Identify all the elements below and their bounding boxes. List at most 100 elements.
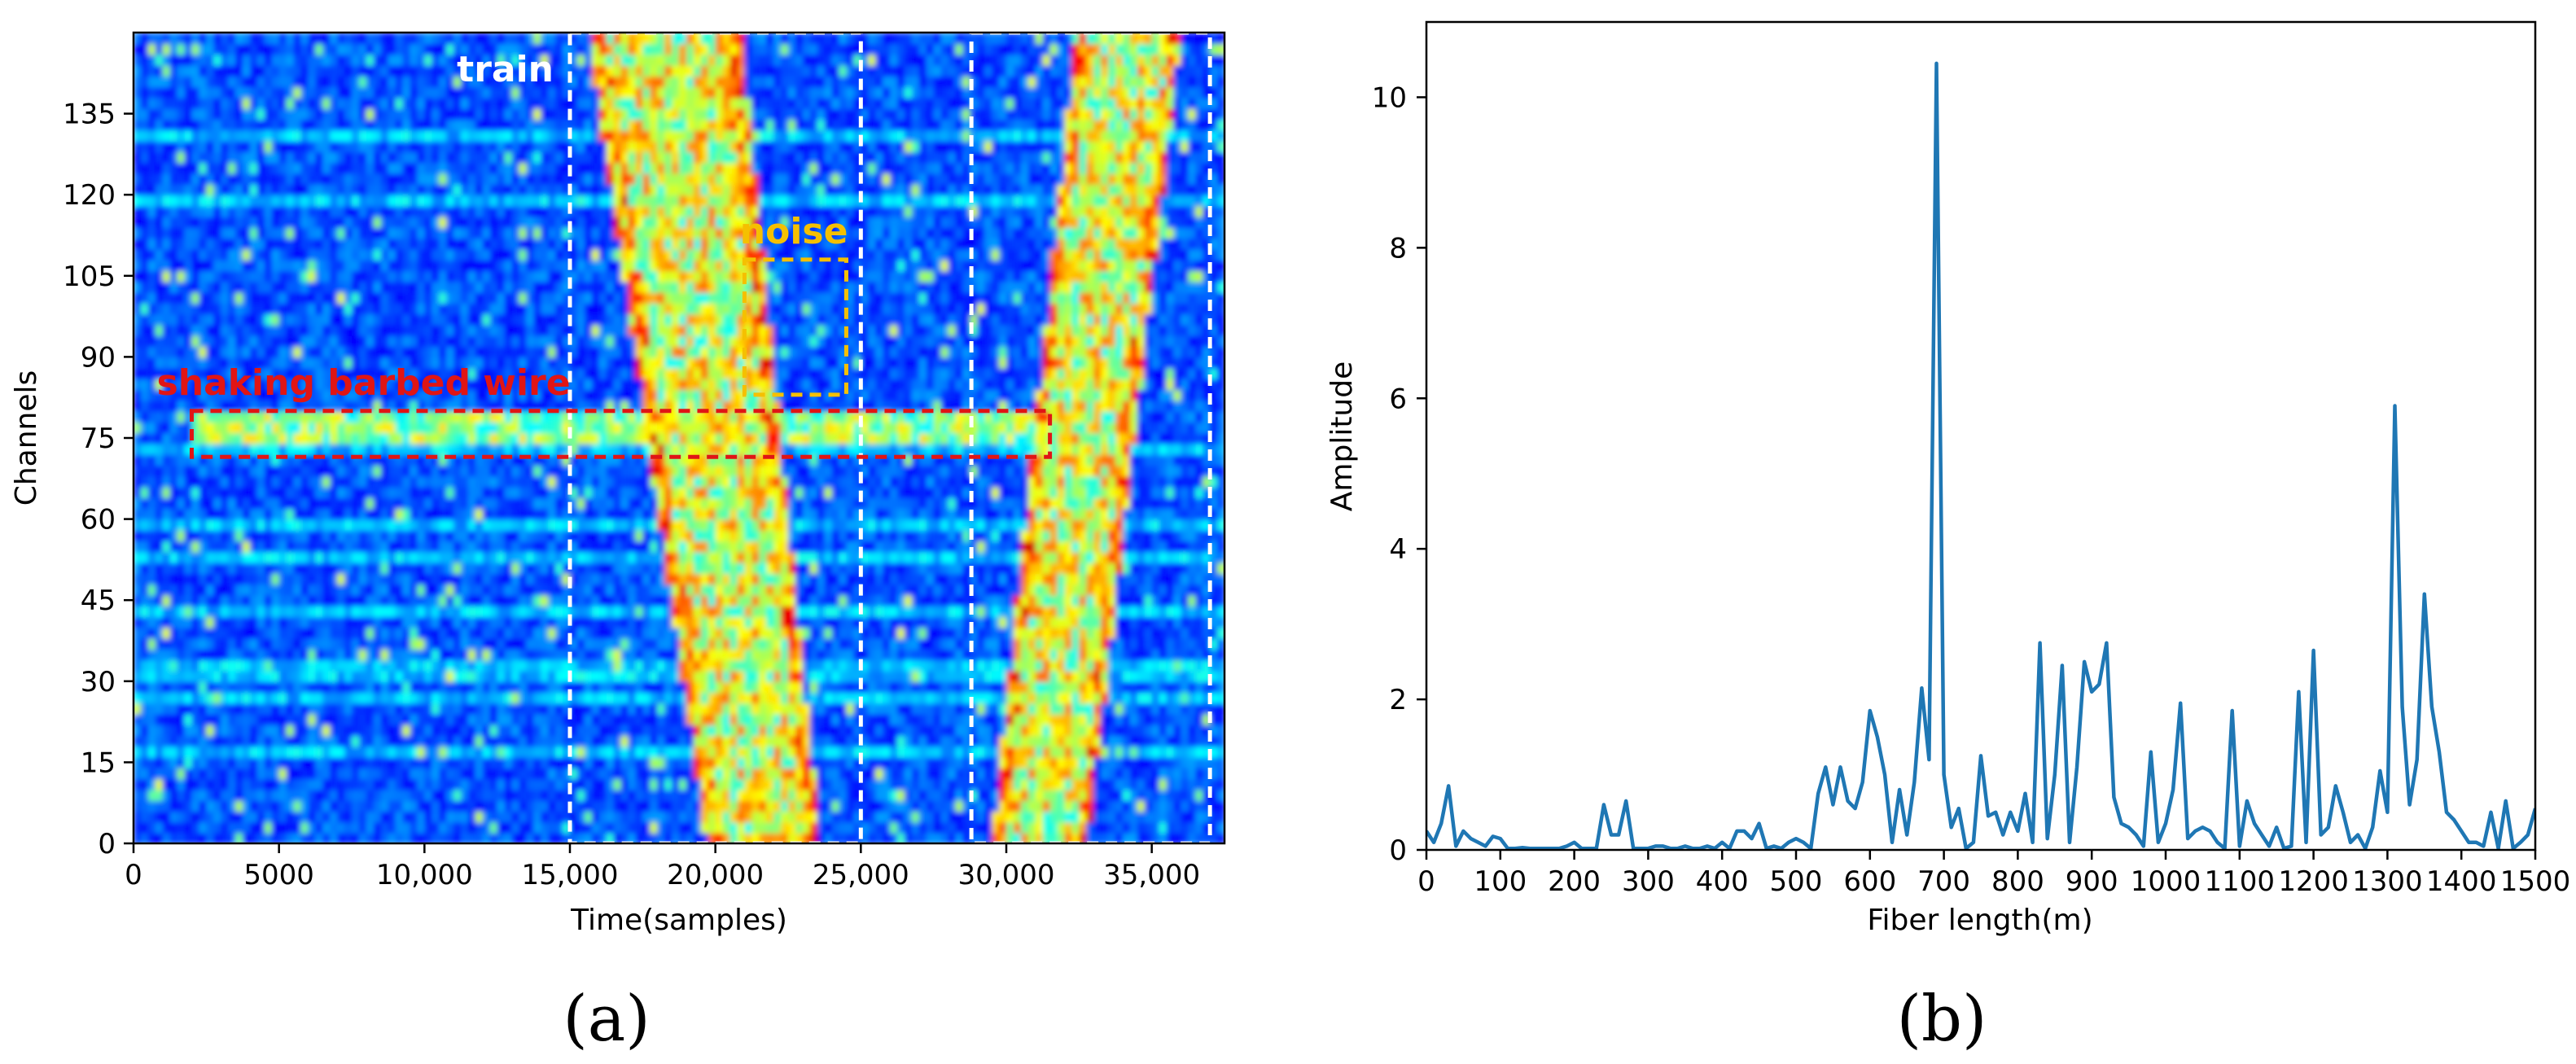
heatmap-cell	[664, 627, 673, 639]
heatmap-cell	[249, 659, 258, 672]
heatmap-cell	[249, 475, 258, 488]
heatmap-cell	[344, 529, 353, 542]
heatmap-cell	[526, 627, 535, 639]
heatmap-cell	[904, 703, 913, 715]
heatmap-cell	[147, 746, 156, 758]
heatmap-cell	[890, 637, 898, 650]
heatmap-cell	[620, 648, 629, 661]
heatmap-cell	[737, 497, 746, 510]
heatmap-cell	[177, 551, 186, 563]
heatmap-cell	[439, 594, 448, 606]
heatmap-cell	[191, 746, 200, 758]
heatmap-cell	[657, 519, 666, 531]
heatmap-cell	[1122, 497, 1131, 510]
heatmap-cell	[337, 497, 346, 510]
heatmap-cell	[686, 508, 694, 520]
heatmap-cell	[744, 627, 753, 639]
heatmap-cell	[213, 811, 222, 823]
heatmap-cell	[1057, 811, 1066, 823]
heatmap-cell	[1151, 659, 1160, 672]
heatmap-cell	[330, 799, 339, 812]
heatmap-cell	[243, 713, 251, 725]
heatmap-cell	[358, 703, 367, 715]
heatmap-cell	[620, 713, 629, 725]
heatmap-cell	[271, 692, 280, 704]
heatmap-cell	[221, 573, 230, 585]
heatmap-cell	[206, 551, 215, 563]
heatmap-cell	[424, 648, 433, 661]
heatmap-cell	[897, 832, 905, 843]
heatmap-cell	[256, 648, 265, 661]
heatmap-cell	[737, 594, 746, 606]
heatmap-cell	[352, 789, 360, 801]
heatmap-cell	[366, 573, 375, 585]
heatmap-cell	[911, 605, 920, 618]
heatmap-cell	[489, 627, 498, 639]
heatmap-cell	[315, 703, 324, 715]
heatmap-cell	[388, 616, 396, 628]
heatmap-cell	[788, 594, 796, 606]
heatmap-cell	[417, 475, 426, 488]
heatmap-cell	[446, 519, 455, 531]
heatmap-cell	[853, 821, 862, 834]
heatmap-cell	[533, 724, 542, 737]
heatmap-cell	[759, 605, 768, 618]
heatmap-cell	[570, 616, 578, 628]
heatmap-cell	[926, 670, 935, 682]
heatmap-cell	[228, 768, 237, 780]
heatmap-cell	[766, 486, 775, 499]
heatmap-cell	[591, 529, 600, 542]
heatmap-cell	[999, 486, 1007, 499]
heatmap-cell	[861, 768, 870, 780]
heatmap-cell	[613, 648, 622, 661]
heatmap-cell	[977, 735, 986, 747]
heatmap-cell	[911, 594, 920, 606]
heatmap-cell	[809, 497, 818, 510]
heatmap-cell	[672, 648, 680, 661]
heatmap-cell	[134, 746, 142, 758]
heatmap-cell	[519, 692, 528, 704]
heatmap-cell	[563, 799, 571, 812]
heatmap-cell	[999, 584, 1007, 596]
heatmap-cell	[984, 648, 993, 661]
heatmap-cell	[548, 811, 557, 823]
heatmap-cell	[598, 713, 607, 725]
heatmap-cell	[861, 541, 870, 553]
heatmap-cell	[358, 659, 367, 672]
heatmap-cell	[715, 529, 724, 542]
heatmap-cell	[249, 573, 258, 585]
heatmap-cell	[970, 486, 979, 499]
heatmap-cell	[191, 832, 200, 843]
heatmap-cell	[199, 508, 208, 520]
heatmap-cell	[628, 832, 637, 843]
heatmap-cell	[417, 692, 426, 704]
heatmap-cell	[1064, 713, 1073, 725]
heatmap-cell	[1042, 789, 1051, 801]
heatmap-cell	[744, 735, 753, 747]
heatmap-cell	[824, 519, 833, 531]
heatmap-cell	[926, 637, 935, 650]
heatmap-cell	[591, 616, 600, 628]
heatmap-cell	[584, 811, 593, 823]
heatmap-cell	[504, 756, 513, 769]
heatmap-cell	[729, 670, 738, 682]
heatmap-cell	[504, 670, 513, 682]
heatmap-cell	[1049, 573, 1058, 585]
heatmap-cell	[1057, 703, 1066, 715]
heatmap-cell	[657, 703, 666, 715]
heatmap-cell	[817, 681, 826, 694]
heatmap-cell	[1013, 529, 1022, 542]
heatmap-cell	[1049, 659, 1058, 672]
heatmap-cell	[679, 659, 687, 672]
heatmap-cell	[548, 486, 557, 499]
heatmap-cell	[271, 627, 280, 639]
heatmap-cell	[199, 551, 208, 563]
heatmap-cell	[315, 551, 324, 563]
heatmap-cell	[410, 486, 418, 499]
heatmap-cell	[1166, 832, 1175, 843]
heatmap-cell	[221, 529, 230, 542]
heatmap-cell	[831, 832, 840, 843]
heatmap-cell	[606, 541, 615, 553]
heatmap-cell	[715, 541, 724, 553]
heatmap-cell	[890, 724, 898, 737]
